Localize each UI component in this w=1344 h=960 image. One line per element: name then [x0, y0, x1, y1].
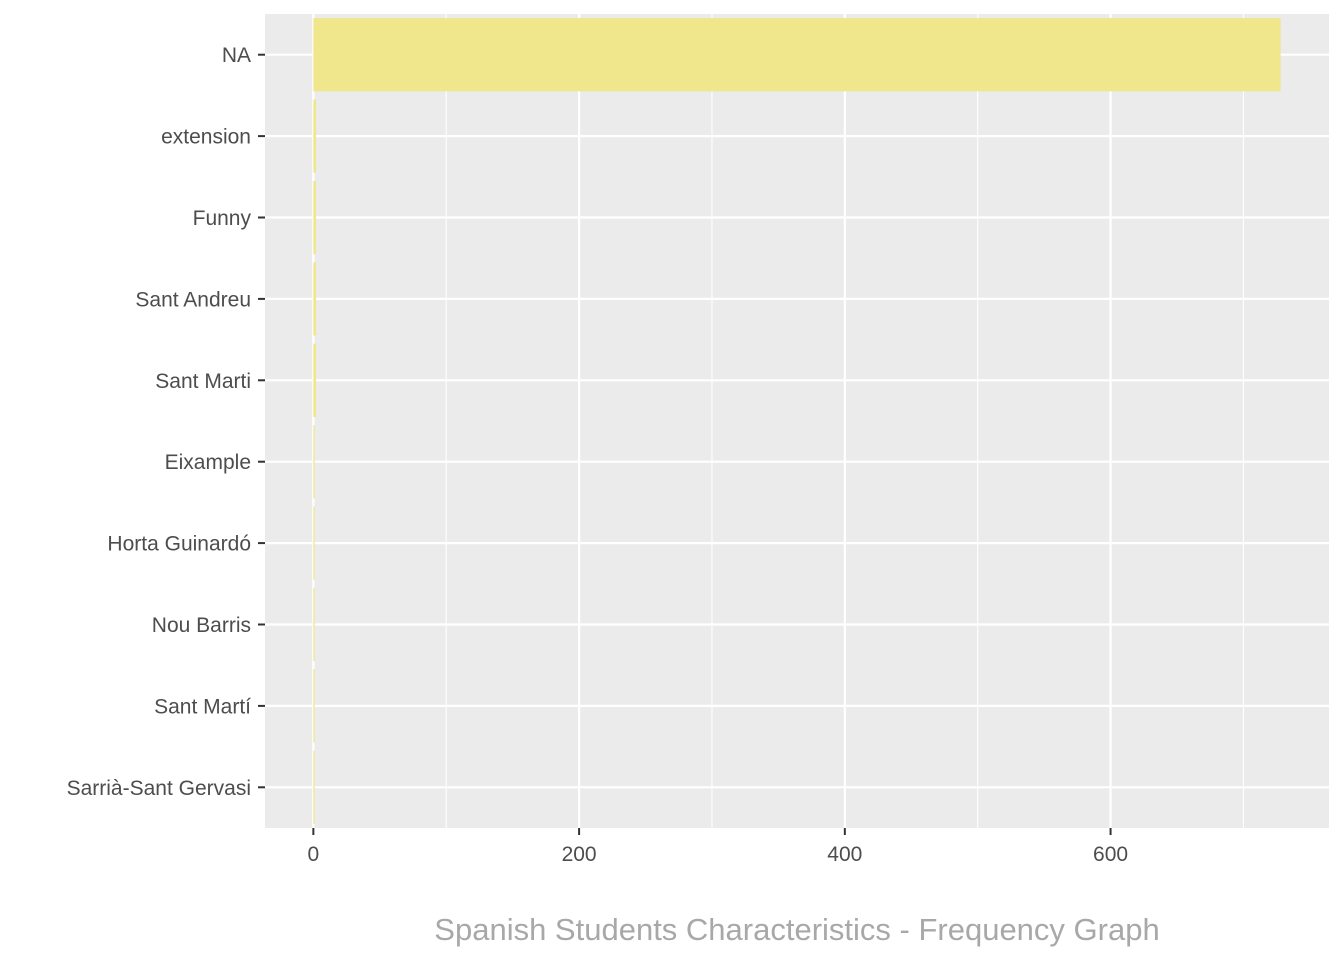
y-tick-label: extension — [161, 126, 251, 149]
bar — [313, 425, 315, 499]
y-tick-label: Nou Barris — [152, 614, 251, 637]
y-axis: NA extension Funny Sant Andreu Sant Marti Eix… — [67, 44, 265, 800]
bar — [313, 669, 315, 743]
y-tick-label: Funny — [193, 207, 252, 230]
y-tick-label: Horta Guinardó — [107, 533, 251, 556]
bar — [313, 587, 315, 662]
x-tick-label: 0 — [308, 843, 320, 866]
y-tick-label: Sarrià-Sant Gervasi — [67, 777, 251, 800]
bar — [313, 180, 317, 255]
bar — [313, 262, 317, 336]
y-tick-label: Sant Martí — [154, 695, 251, 718]
bar — [313, 99, 317, 173]
x-tick-label: 200 — [562, 843, 597, 866]
minor-gridlines — [445, 14, 1244, 828]
y-tick-label: Sant Marti — [155, 370, 251, 393]
x-tick-label: 400 — [827, 843, 862, 866]
plot-panel — [265, 14, 1329, 828]
bars — [313, 18, 1281, 824]
bar — [313, 343, 317, 417]
bar — [313, 18, 1281, 92]
y-tick-label: NA — [222, 44, 251, 67]
chart-caption: Spanish Students Characteristics - Frequ… — [434, 912, 1159, 947]
y-tick-label: Eixample — [165, 451, 251, 474]
x-tick-label: 600 — [1093, 843, 1128, 866]
y-tick-label: Sant Andreu — [135, 288, 251, 311]
x-axis: 0 200 400 600 — [308, 828, 1128, 866]
bar — [313, 506, 315, 580]
bar — [313, 750, 315, 824]
